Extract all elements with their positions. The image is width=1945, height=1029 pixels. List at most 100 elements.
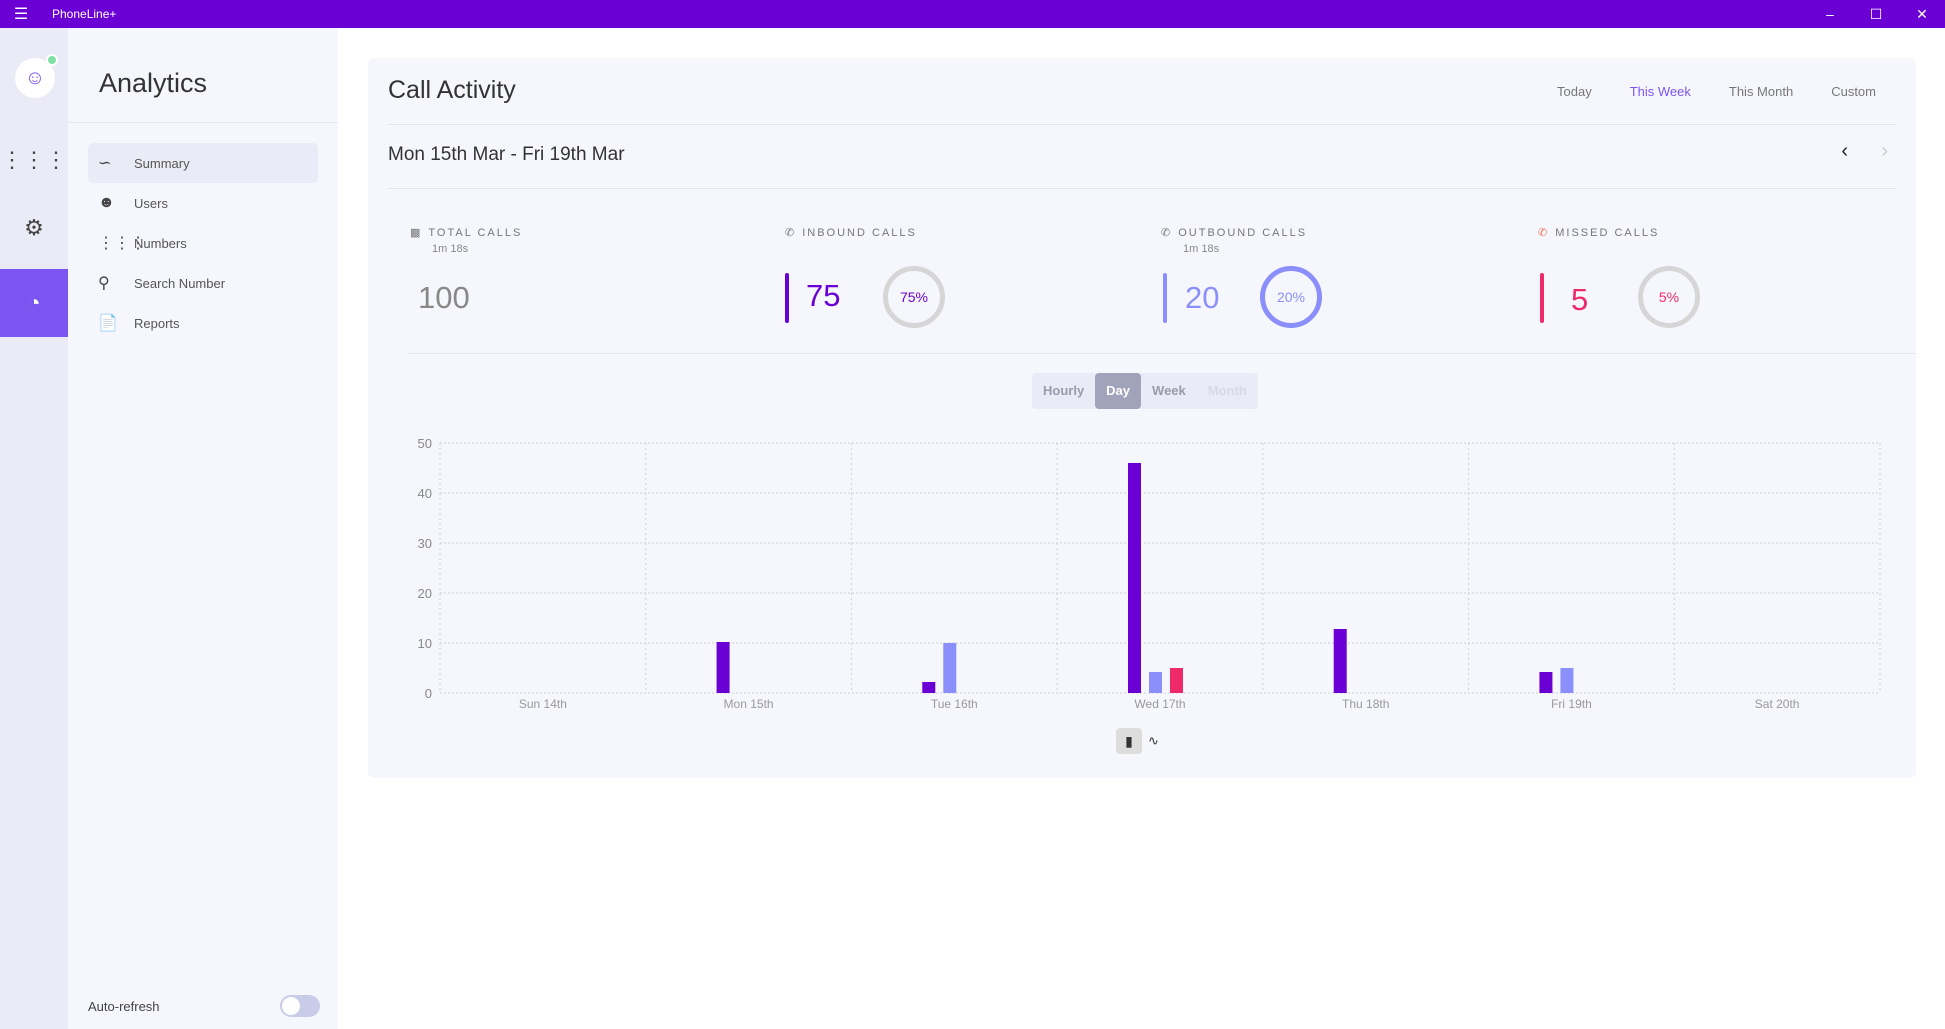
stat-inbound: ✆ INBOUND CALLS — [785, 226, 917, 239]
dialpad-icon: ⋮⋮⋮ — [98, 235, 146, 252]
x-tick-label: Tue 16th — [931, 697, 978, 711]
divider — [68, 122, 338, 123]
sidebar: Analytics ∽ Summary ☻ Users ⋮⋮⋮ Numbers ⚲ Se… — [68, 28, 338, 1029]
app-title: PhoneLine+ — [52, 7, 117, 21]
granularity-selector: Hourly Day Week Month — [1032, 373, 1258, 409]
outbound-ring: 20% — [1260, 266, 1322, 328]
stat-label: INBOUND CALLS — [802, 227, 917, 239]
sidebar-item-numbers[interactable]: ⋮⋮⋮ Numbers — [88, 223, 318, 263]
bar-inbound — [1333, 629, 1347, 693]
maximize-button[interactable]: ☐ — [1869, 6, 1883, 22]
stat-sub: 1m 18s — [432, 243, 469, 255]
line-chart-icon[interactable]: ∿ — [1148, 733, 1159, 748]
y-tick-label: 20 — [418, 586, 432, 601]
missed-ring: 5% — [1638, 266, 1700, 328]
search-icon: ⚲ — [98, 275, 110, 292]
phone-icon: ✆ — [785, 227, 797, 239]
missed-value: 5 — [1571, 282, 1589, 317]
y-tick-label: 10 — [418, 636, 432, 651]
granularity-hourly[interactable]: Hourly — [1043, 383, 1085, 398]
stat-sub: 1m 18s — [1183, 243, 1220, 255]
inbound-value: 75 — [806, 278, 841, 313]
minimize-button[interactable]: – — [1826, 6, 1834, 22]
tab-this-week[interactable]: This Week — [1629, 84, 1691, 99]
outbound-value: 20 — [1185, 280, 1220, 315]
card-title: Call Activity — [388, 76, 516, 104]
tab-this-month[interactable]: This Month — [1728, 84, 1794, 99]
stat-missed: ✆ MISSED CALLS — [1538, 226, 1659, 239]
stat-label: OUTBOUND CALLS — [1178, 227, 1308, 239]
divider — [388, 188, 1896, 189]
auto-refresh-toggle[interactable] — [280, 995, 320, 1017]
bar-outbound — [943, 643, 957, 693]
total-value: 100 — [418, 280, 470, 315]
trend-icon: ∽ — [98, 155, 112, 172]
auto-refresh: Auto-refresh — [88, 995, 320, 1017]
stat-label: TOTAL CALLS — [428, 227, 523, 239]
sidebar-item-label: Search Number — [134, 275, 226, 291]
missed-bar — [1540, 273, 1544, 323]
x-tick-label: Mon 15th — [724, 697, 774, 711]
sidebar-title: Analytics — [99, 68, 208, 98]
bar-inbound — [1128, 463, 1141, 693]
call-activity-card: Call Activity Today This Week This Month… — [368, 58, 1916, 778]
outbound-bar — [1163, 273, 1167, 323]
range-tabs: Today This Week This Month Custom — [1557, 84, 1876, 99]
status-dot — [46, 54, 58, 66]
bar-outbound — [1149, 672, 1162, 693]
inbound-ring: 75% — [883, 266, 945, 328]
bar-outbound — [1560, 668, 1574, 693]
granularity-month: Month — [1207, 383, 1247, 398]
x-tick-label: Thu 18th — [1342, 697, 1389, 711]
y-tick-label: 40 — [418, 486, 432, 501]
phone-icon: ✆ — [1161, 227, 1173, 239]
chart-type-toggle: ▮ ∿ — [1116, 728, 1159, 754]
call-activity-chart: 0 10 20 30 40 50 Sun 14th Mon 15th Tue 16th Wed 1… — [418, 436, 1881, 711]
date-range: Mon 15th Mar - Fri 19th Mar — [388, 144, 625, 165]
settings-icon[interactable]: ⚙ — [24, 215, 44, 240]
inbound-bar — [785, 273, 789, 323]
document-icon: 📄 — [98, 315, 118, 332]
stat-label: MISSED CALLS — [1555, 227, 1660, 239]
granularity-week[interactable]: Week — [1152, 383, 1186, 398]
stat-total: ▩ TOTAL CALLS 1m 18s — [410, 226, 522, 255]
bar-inbound — [716, 642, 730, 693]
nav-rail: ☺ ⋮⋮⋮ ⚙ ◔ — [0, 28, 68, 1029]
sidebar-item-users[interactable]: ☻ Users — [88, 183, 318, 223]
bar-inbound — [922, 682, 936, 693]
sidebar-item-label: Numbers — [134, 235, 187, 251]
hamburger-icon[interactable]: ☰ — [13, 6, 29, 23]
dialpad-icon[interactable]: ⋮⋮⋮ — [1, 147, 67, 172]
granularity-day[interactable]: Day — [1095, 373, 1142, 409]
sidebar-item-label: Users — [134, 195, 168, 211]
bar-missed — [1170, 668, 1183, 693]
sidebar-item-search-number[interactable]: ⚲ Search Number — [88, 263, 318, 303]
x-tick-label: Sun 14th — [519, 697, 567, 711]
missed-call-icon: ✆ — [1538, 227, 1550, 239]
x-tick-label: Fri 19th — [1551, 697, 1592, 711]
x-tick-label: Wed 17th — [1134, 697, 1185, 711]
bar-inbound — [1539, 672, 1553, 693]
sidebar-item-reports[interactable]: 📄 Reports — [88, 303, 318, 343]
x-tick-label: Sat 20th — [1755, 697, 1800, 711]
divider — [408, 353, 1916, 354]
next-arrow-icon[interactable]: › — [1881, 140, 1888, 162]
auto-refresh-label: Auto-refresh — [88, 998, 160, 1014]
sidebar-item-label: Reports — [134, 315, 180, 331]
title-bar: ☰ PhoneLine+ – ☐ ✕ — [0, 0, 1945, 28]
y-tick-label: 0 — [425, 686, 432, 701]
user-icon: ☺ — [24, 66, 46, 89]
sidebar-item-summary[interactable]: ∽ Summary — [88, 143, 318, 183]
bar-chart-icon[interactable]: ▮ — [1116, 728, 1142, 754]
stat-outbound: ✆ OUTBOUND CALLS 1m 18s — [1161, 226, 1307, 255]
user-icon: ☻ — [98, 194, 115, 211]
close-button[interactable]: ✕ — [1916, 6, 1928, 22]
prev-arrow-icon[interactable]: ‹ — [1841, 140, 1848, 162]
y-tick-label: 30 — [418, 536, 432, 551]
analytics-icon[interactable]: ◔ — [0, 269, 68, 337]
tab-today[interactable]: Today — [1557, 84, 1592, 99]
y-tick-label: 50 — [418, 436, 432, 451]
sidebar-item-label: Summary — [134, 155, 190, 171]
tab-custom[interactable]: Custom — [1831, 84, 1876, 99]
building-icon: ▩ — [410, 227, 423, 239]
